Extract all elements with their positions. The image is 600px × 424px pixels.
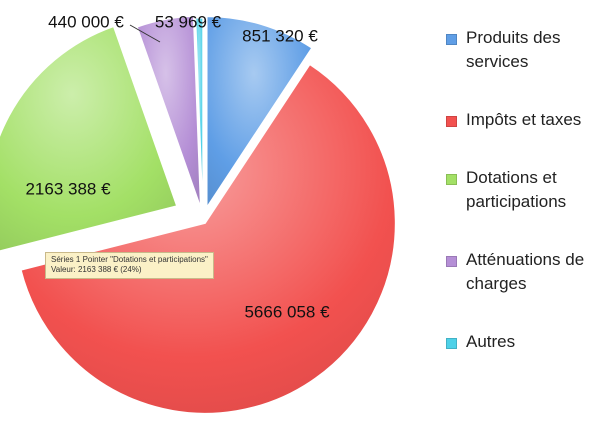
pie-slice-attenuations[interactable]: [136, 15, 201, 207]
pie-slice-dotations[interactable]: [0, 25, 178, 253]
legend-item-attenuations: Atténuations de charges: [444, 248, 600, 296]
pie-slice-autres[interactable]: [195, 17, 204, 209]
legend-swatch-attenuations: [446, 256, 457, 267]
legend-item-impots: Impôts et taxes: [444, 108, 600, 132]
legend-label-autres: Autres: [466, 332, 516, 351]
legend-item-produits: Produits des services: [444, 26, 600, 74]
leader-line-attenuations: [129, 24, 161, 43]
pie-slice-produits[interactable]: [206, 16, 313, 209]
legend-label-produits: Produits des services: [466, 28, 561, 71]
data-label-autres: 53 969 €: [155, 12, 222, 31]
legend: Produits des services Impôts et taxes Do…: [444, 26, 600, 388]
legend-swatch-produits: [446, 34, 457, 45]
legend-swatch-autres: [446, 338, 457, 349]
data-tooltip: Séries 1 Pointer "Dotations et participa…: [45, 252, 214, 279]
legend-label-attenuations: Atténuations de charges: [466, 250, 585, 293]
legend-label-impots: Impôts et taxes: [466, 110, 582, 129]
data-label-impots: 5666 058 €: [244, 302, 330, 321]
legend-swatch-dotations: [446, 174, 457, 185]
legend-swatch-impots: [446, 116, 457, 127]
legend-label-dotations: Dotations et participations: [466, 168, 567, 211]
tooltip-line-2: Valeur: 2163 388 € (24%): [51, 265, 142, 274]
pie-slice-impots[interactable]: [20, 63, 396, 414]
data-label-attenuations: 440 000 €: [48, 12, 124, 31]
tooltip-line-1: Séries 1 Pointer "Dotations et participa…: [51, 255, 208, 264]
legend-item-dotations: Dotations et participations: [444, 166, 600, 214]
data-label-produits: 851 320 €: [242, 26, 318, 45]
legend-item-autres: Autres: [444, 330, 600, 354]
data-label-dotations: 2163 388 €: [25, 179, 111, 198]
